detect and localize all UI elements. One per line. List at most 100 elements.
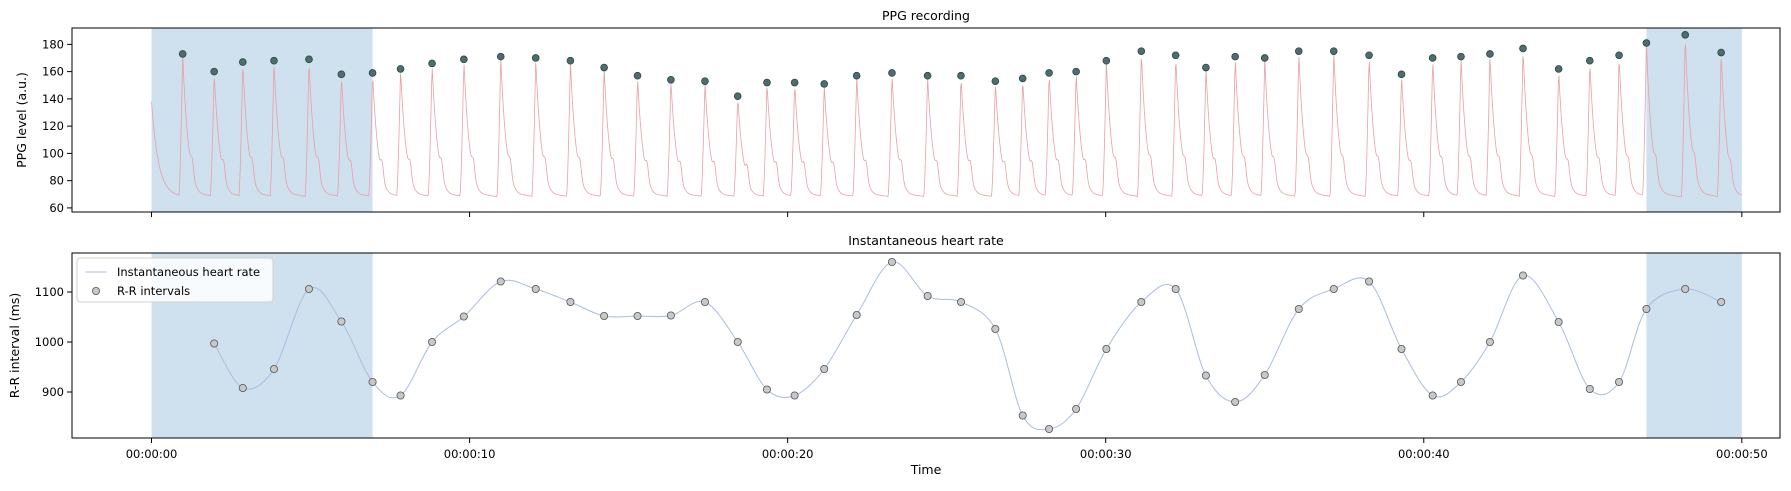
hr-plot-frame xyxy=(71,252,1781,439)
ppg-peak-marker xyxy=(790,78,799,87)
rr-interval-point xyxy=(428,337,437,346)
x-tick-label: 00:00:10 xyxy=(444,447,496,461)
ppg-peak-marker xyxy=(1231,52,1239,61)
ppg-y-tick-label: 160 xyxy=(42,65,64,79)
x-tick-label: 00:00:00 xyxy=(126,447,178,461)
rr-interval-point xyxy=(1554,317,1563,326)
rr-interval-point xyxy=(1231,397,1240,406)
rr-interval-point xyxy=(762,385,771,394)
rr-interval-point xyxy=(633,311,642,320)
rr-interval-point xyxy=(269,364,278,373)
rr-interval-point xyxy=(396,391,405,400)
ppg-peak-marker xyxy=(1642,39,1651,47)
ppg-plot-frame xyxy=(71,27,1781,213)
ppg-peak-marker xyxy=(1171,51,1180,60)
ppg-peak-marker xyxy=(1486,50,1494,58)
rr-interval-point xyxy=(1137,297,1146,306)
rr-interval-point xyxy=(1329,284,1338,293)
hr-y-tick-label: 900 xyxy=(42,385,64,399)
rr-interval-point xyxy=(1717,297,1726,306)
ppg-peak-marker xyxy=(1137,47,1146,55)
ppg-peak-marker xyxy=(852,71,861,80)
ppg-peak-marker xyxy=(1615,51,1623,60)
rr-interval-point xyxy=(700,297,709,306)
ppg-peak-marker xyxy=(991,77,1000,85)
rr-interval-point xyxy=(820,364,829,373)
rr-interval-point xyxy=(459,312,468,321)
ppg-peak-marker xyxy=(701,77,709,85)
ppg-peak-marker xyxy=(633,71,642,80)
rr-interval-point xyxy=(531,284,540,293)
ppg-peak-marker xyxy=(1102,56,1111,65)
rr-interval-point xyxy=(238,383,247,392)
ppg-y-tick-label: 180 xyxy=(42,37,64,51)
hr-shaded-region xyxy=(1646,253,1742,438)
legend: Instantaneous heart rate R-R intervals xyxy=(76,257,274,303)
ppg-peak-marker xyxy=(1365,51,1373,60)
ppg-peak-marker xyxy=(1681,31,1690,39)
hr-y-tick-label: 1100 xyxy=(35,285,64,299)
rr-interval-point xyxy=(1171,284,1180,293)
rr-interval-point xyxy=(733,337,742,346)
legend-entry-rr-intervals: R-R intervals xyxy=(117,284,190,298)
ppg-peak-marker xyxy=(1397,70,1406,79)
ppg-y-tick-label: 140 xyxy=(42,92,64,106)
rr-interval-point xyxy=(1045,424,1054,433)
ppg-shaded-region xyxy=(1646,28,1742,212)
ppg-y-tick-label: 100 xyxy=(42,146,64,160)
x-tick-label: 00:00:50 xyxy=(1716,447,1768,461)
heart-rate-series-line xyxy=(213,261,1722,431)
ppg-peak-marker xyxy=(1585,56,1594,65)
ppg-y-tick-label: 120 xyxy=(42,119,64,133)
ppg-peak-marker xyxy=(1294,47,1303,55)
ppg-y-tick-label: 60 xyxy=(49,201,64,215)
rr-interval-point xyxy=(1397,344,1406,353)
ppg-panel: 60 80 100 120 140 160 180 PPG recording PPG le… xyxy=(14,8,1781,217)
x-tick-label: 00:00:40 xyxy=(1398,447,1450,461)
ppg-signal-line xyxy=(151,42,1742,198)
rr-interval-point xyxy=(1072,404,1081,413)
ppg-peak-marker xyxy=(763,78,771,87)
ppg-peak-marker xyxy=(1717,48,1725,57)
rr-interval-point xyxy=(991,324,1000,333)
ppg-peak-marker xyxy=(337,70,346,79)
rr-interval-point xyxy=(1456,377,1465,386)
ppg-peak-marker xyxy=(1018,74,1027,83)
ppg-peak-marker xyxy=(923,71,932,80)
rr-interval-point xyxy=(666,311,675,320)
rr-interval-point xyxy=(1519,271,1528,280)
legend-marker-swatch xyxy=(92,286,101,295)
ppg-peak-marker xyxy=(531,54,540,62)
ppg-peak-marker xyxy=(460,55,468,64)
x-axis-label: Time xyxy=(910,462,942,477)
rr-interval-point xyxy=(956,297,965,306)
rr-interval-point xyxy=(1018,411,1027,420)
rr-interval-point xyxy=(1201,371,1210,380)
ppg-chart-title: PPG recording xyxy=(882,8,970,23)
rr-interval-point xyxy=(337,317,346,326)
ppg-peak-marker xyxy=(667,75,675,84)
ppg-peak-marker xyxy=(566,56,575,65)
rr-interval-point xyxy=(600,311,609,320)
rr-interval-point xyxy=(1260,370,1269,379)
ppg-shaded-region xyxy=(151,28,373,212)
legend-entry-heart-rate: Instantaneous heart rate xyxy=(117,265,260,279)
rr-interval-point xyxy=(566,297,575,306)
rr-interval-point xyxy=(790,391,799,400)
ppg-y-tick-label: 80 xyxy=(49,174,64,188)
rr-interval-point xyxy=(1681,284,1690,293)
hr-y-tick-label: 1000 xyxy=(35,335,64,349)
ppg-peak-marker xyxy=(1519,44,1527,53)
rr-interval-point xyxy=(1102,344,1111,353)
ppg-peak-marker xyxy=(178,50,187,58)
ppg-y-axis-label: PPG level (a.u.) xyxy=(14,72,29,168)
ppg-peak-marker xyxy=(733,92,742,100)
rr-interval-point xyxy=(496,277,505,286)
ppg-peak-marker xyxy=(957,71,965,80)
x-tick-label: 00:00:20 xyxy=(762,447,814,461)
ppg-peak-marker xyxy=(1428,54,1437,62)
hr-y-axis-label: R-R interval (ms) xyxy=(7,293,22,398)
ppg-peak-marker xyxy=(1457,52,1465,61)
rr-interval-point xyxy=(887,257,896,266)
